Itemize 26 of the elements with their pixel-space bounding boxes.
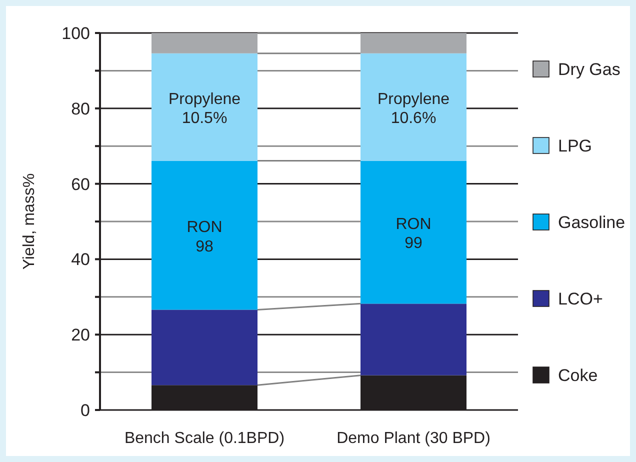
annotation: Propylene 10.6%: [377, 90, 450, 128]
x-tick-label: Bench Scale (0.1BPD): [124, 430, 285, 447]
bar: [360, 160, 466, 304]
legend-label: LPG: [558, 136, 592, 156]
annotation: Propylene 10.5%: [168, 90, 241, 128]
bar: [152, 53, 258, 161]
y-tick-label: 40: [71, 250, 90, 270]
y-tick-label: 0: [80, 400, 90, 420]
legend-label: Dry Gas: [558, 60, 620, 79]
bar: [152, 310, 258, 386]
bar: [152, 160, 258, 310]
y-tick-label: 100: [62, 24, 90, 43]
bar: [360, 53, 466, 161]
x-tick-label: Demo Plant (30 BPD): [336, 430, 490, 447]
bar: [152, 33, 258, 54]
y-tick-label: 20: [71, 326, 90, 345]
annotation: RON 99: [396, 216, 432, 252]
legend-label: Coke: [558, 366, 598, 385]
annotation: RON 98: [186, 219, 222, 256]
y-tick-label: 60: [71, 174, 90, 194]
y-tick-label: 80: [71, 99, 90, 118]
bar: [360, 304, 466, 376]
legend-label: Gasoline: [558, 212, 626, 232]
y-axis-title: Yield, mass%: [21, 173, 38, 270]
bar: [360, 33, 466, 54]
legend-label: LCO+: [558, 289, 603, 308]
